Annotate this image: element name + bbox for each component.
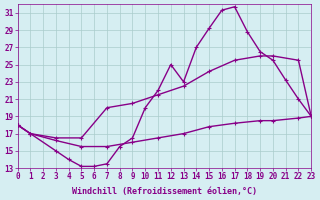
X-axis label: Windchill (Refroidissement éolien,°C): Windchill (Refroidissement éolien,°C) xyxy=(72,187,257,196)
